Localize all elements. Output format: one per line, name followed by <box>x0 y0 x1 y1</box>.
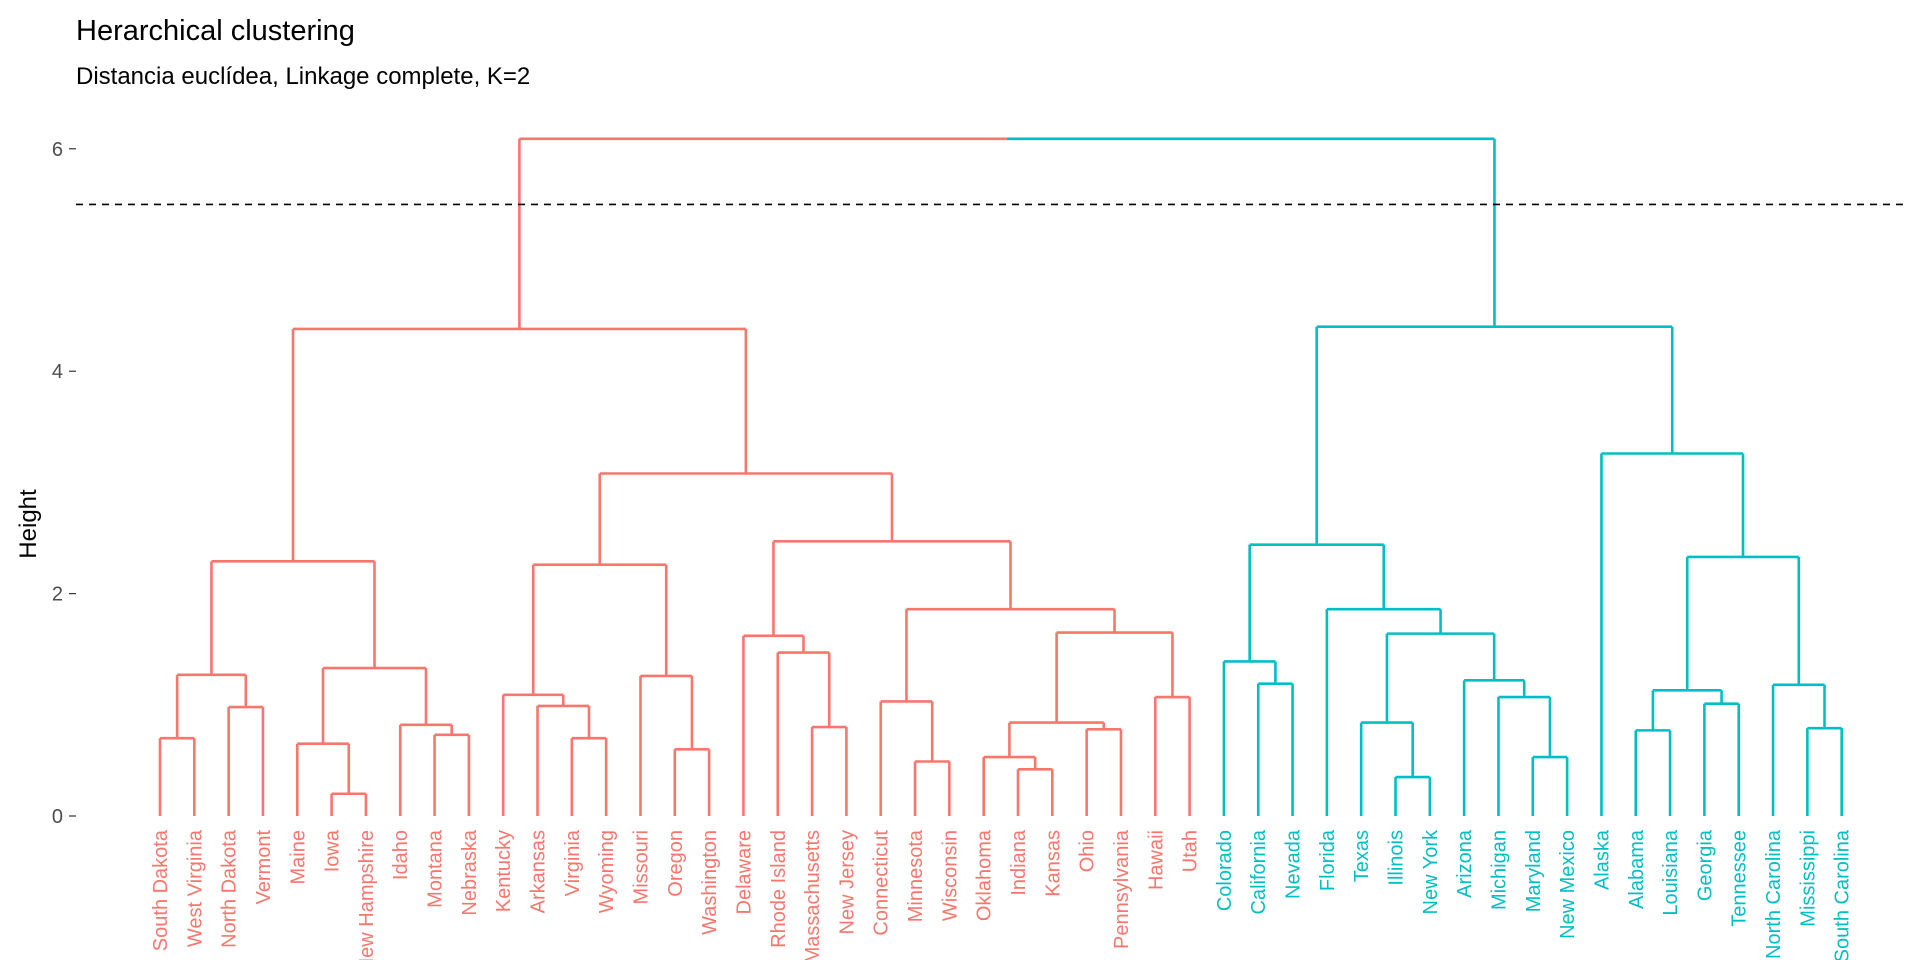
leaf-label: Georgia <box>1694 829 1716 901</box>
leaf-label: Pennsylvania <box>1111 829 1133 949</box>
dendrogram-branches <box>158 137 1843 816</box>
leaf-label: Massachusetts <box>802 830 824 960</box>
leaf-label: New Mexico <box>1557 830 1579 939</box>
leaf-label: Vermont <box>253 830 275 905</box>
leaf-label: Delaware <box>733 830 755 914</box>
leaf-label: Virginia <box>562 829 584 896</box>
leaf-label: Louisiana <box>1660 829 1682 916</box>
chart-title: Herarchical clustering <box>76 15 355 47</box>
leaf-label: Oregon <box>665 830 687 897</box>
leaf-label: Minnesota <box>905 829 927 922</box>
leaf-label: Alabama <box>1626 829 1648 909</box>
leaf-label: Maine <box>287 830 309 884</box>
leaf-label: Colorado <box>1214 830 1236 911</box>
leaf-label: Montana <box>425 829 447 908</box>
leaf-label: Rhode Island <box>768 830 790 948</box>
leaf-label: Washington <box>699 830 721 935</box>
y-axis: 0 2 4 6 <box>52 139 76 828</box>
leaf-label: New Hampshire <box>356 830 378 960</box>
leaf-label: Indiana <box>1008 829 1030 895</box>
leaf-label: Iowa <box>322 829 344 872</box>
leaf-label: Kansas <box>1042 830 1064 897</box>
leaf-label: Utah <box>1180 830 1202 872</box>
leaf-label: North Carolina <box>1763 829 1785 959</box>
y-tick-label: 2 <box>52 584 63 606</box>
leaf-label: South Carolina <box>1832 829 1854 960</box>
leaf-label: Idaho <box>390 830 412 880</box>
leaf-label: California <box>1248 829 1270 914</box>
leaf-labels: South Dakota West Virginia North Dakota Ver… <box>150 829 1854 960</box>
leaf-label: Florida <box>1317 829 1339 891</box>
leaf-label: Tennessee <box>1729 830 1751 927</box>
leaf-label: Wyoming <box>596 830 618 913</box>
leaf-label: New Jersey <box>836 830 858 934</box>
leaf-label: Alaska <box>1591 829 1613 890</box>
leaf-label: Michigan <box>1488 830 1510 910</box>
y-tick-label: 4 <box>52 361 63 383</box>
chart-subtitle: Distancia euclídea, Linkage complete, K=… <box>76 63 530 90</box>
leaf-label: Arkansas <box>528 830 550 913</box>
leaf-label: Wisconsin <box>939 830 961 921</box>
leaf-label: Kentucky <box>493 830 515 912</box>
y-tick-label: 6 <box>52 139 63 161</box>
leaf-label: Ohio <box>1077 830 1099 872</box>
y-tick-label: 0 <box>52 806 63 828</box>
leaf-label: West Virginia <box>184 829 206 947</box>
leaf-label: Nebraska <box>459 829 481 915</box>
leaf-label: Missouri <box>630 830 652 904</box>
leaf-label: Illinois <box>1386 830 1408 886</box>
leaf-label: South Dakota <box>150 829 172 951</box>
y-axis-label: Height <box>15 489 42 559</box>
leaf-label: New York <box>1420 829 1442 914</box>
leaf-label: Hawaii <box>1145 830 1167 890</box>
leaf-label: Oklahoma <box>974 829 996 921</box>
leaf-label: North Dakota <box>219 829 241 948</box>
leaf-label: Arizona <box>1454 829 1476 898</box>
leaf-label: Connecticut <box>871 830 893 936</box>
leaf-label: Mississippi <box>1797 830 1819 927</box>
leaf-label: Maryland <box>1523 830 1545 912</box>
leaf-label: Nevada <box>1283 829 1305 899</box>
leaf-label: Texas <box>1351 830 1373 882</box>
